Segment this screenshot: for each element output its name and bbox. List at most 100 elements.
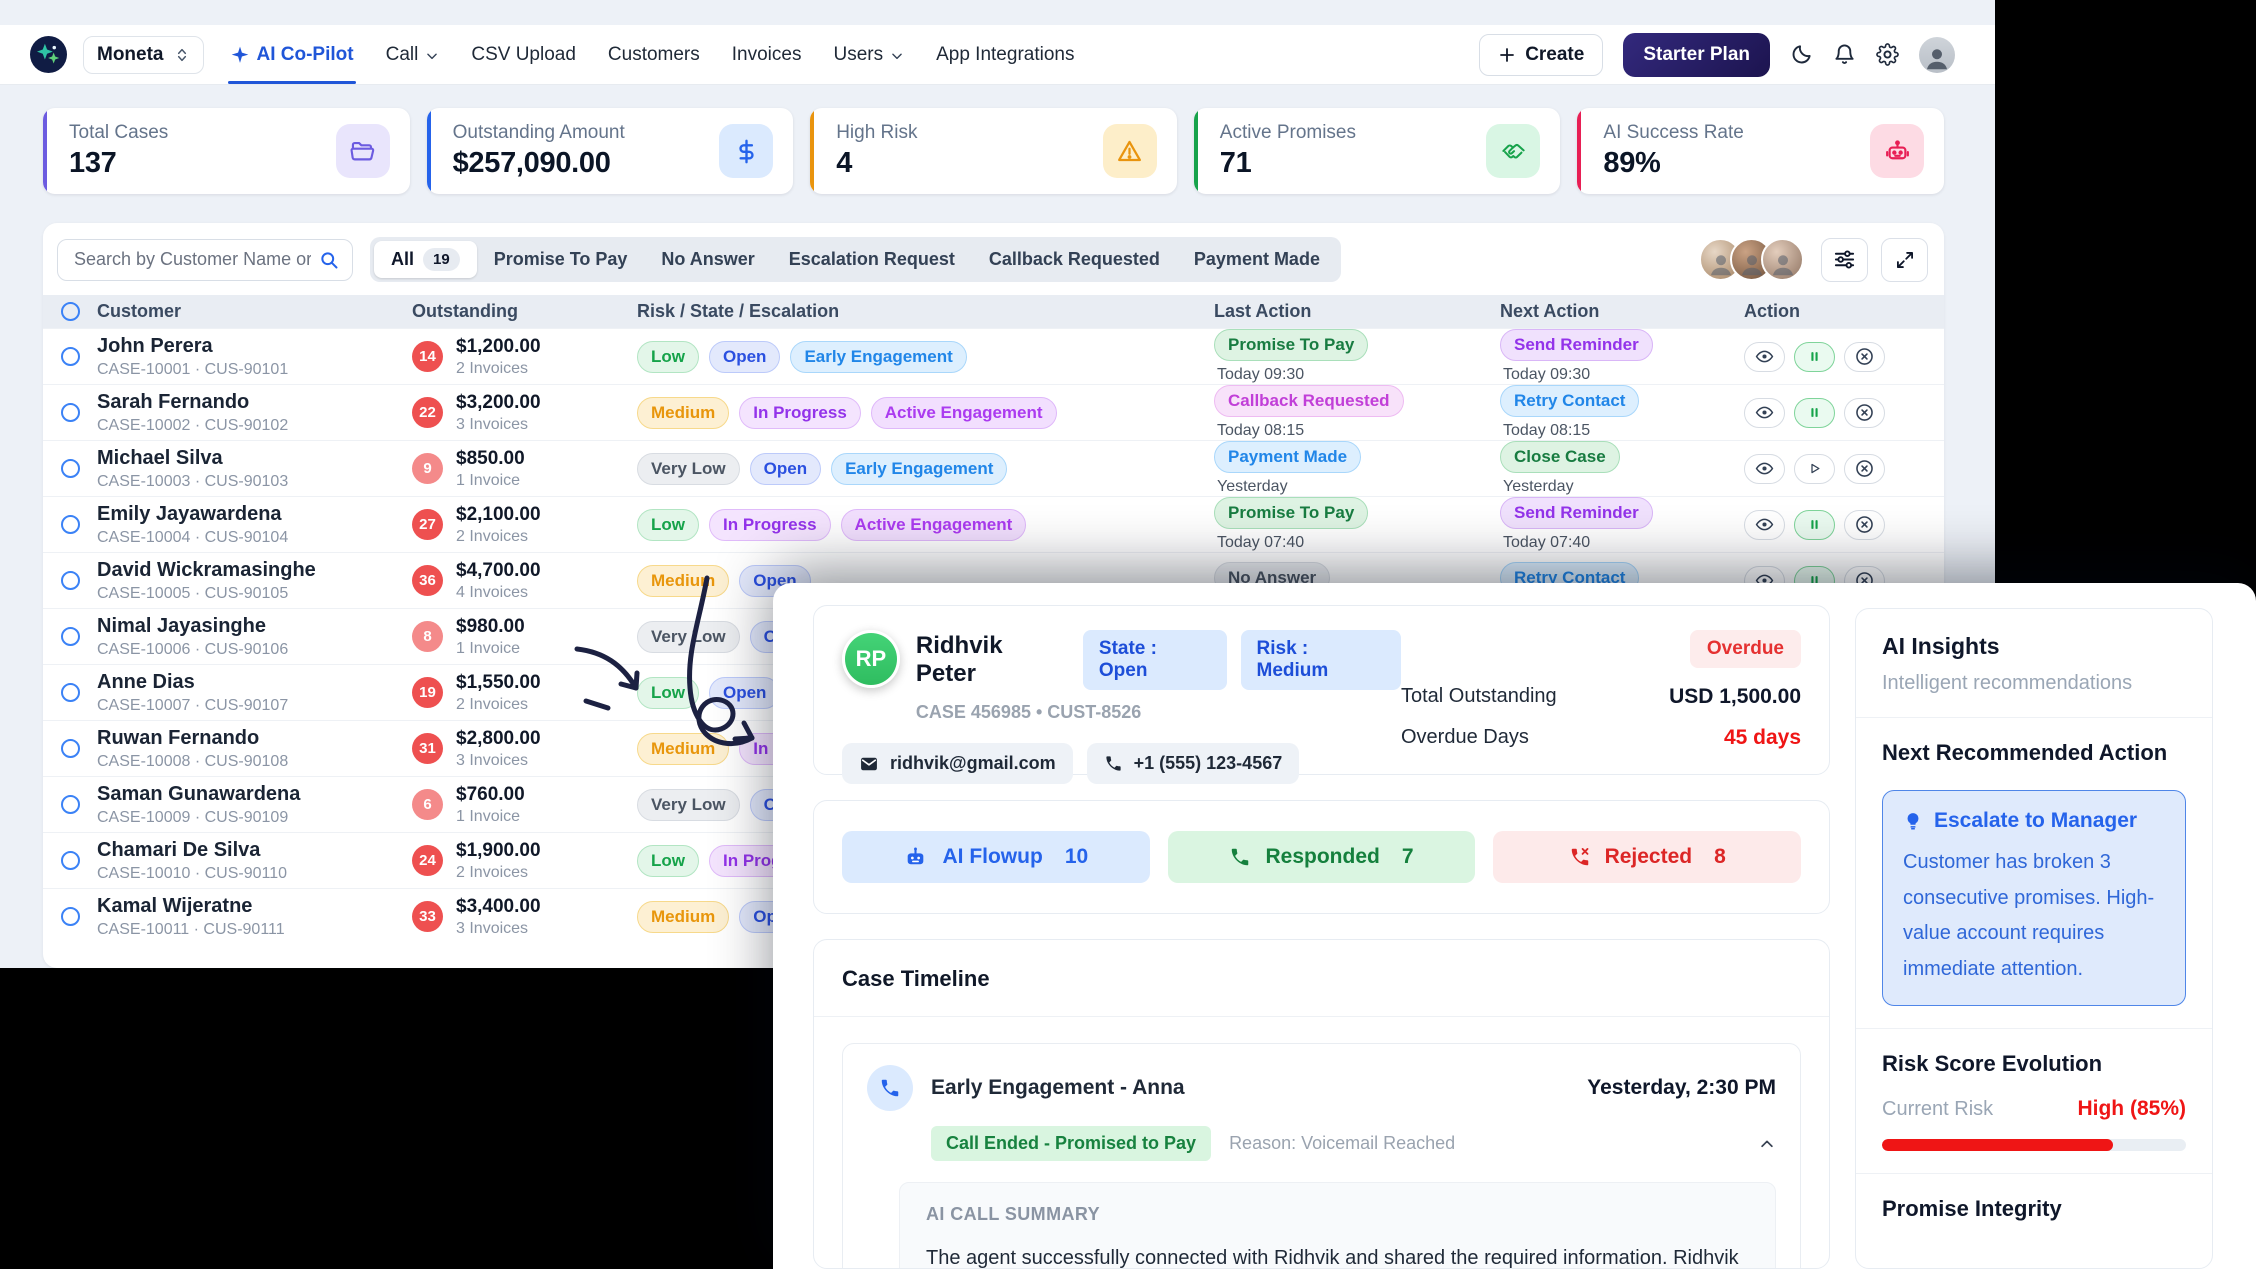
- row-select-checkbox[interactable]: [60, 739, 80, 758]
- filter-tab-escalation-request[interactable]: Escalation Request: [788, 249, 955, 269]
- column-header-customer: Customer: [97, 301, 182, 321]
- cancel-case-button[interactable]: [1844, 341, 1885, 372]
- agent-avatar[interactable]: [1761, 238, 1804, 281]
- stat-value: 89%: [1603, 147, 1661, 179]
- table-row[interactable]: Michael Silva CASE-10003 · CUS-90103 9 $850…: [43, 440, 1944, 496]
- badge-send-reminder: Send Reminder: [1500, 329, 1653, 361]
- filter-tab-payment-made[interactable]: Payment Made: [1193, 249, 1320, 269]
- eye-case-button[interactable]: [1744, 341, 1785, 372]
- badge-retry-contact: Retry Contact: [1500, 385, 1640, 417]
- stat-value: $257,090.00: [452, 147, 611, 179]
- nav-item-app-integrations[interactable]: App Integrations: [936, 43, 1075, 65]
- nav-item-call[interactable]: Call: [386, 25, 440, 84]
- table-row[interactable]: Sarah Fernando CASE-10002 · CUS-90102 22 $3…: [43, 384, 1944, 440]
- timeline-item: Early Engagement - Anna Yesterday, 2:30 …: [842, 1043, 1801, 1268]
- invoice-count: 3 Invoices: [456, 415, 529, 433]
- plan-badge-button[interactable]: Starter Plan: [1623, 32, 1770, 77]
- invoice-count: 2 Invoices: [456, 863, 529, 881]
- table-row[interactable]: John Perera CASE-10001 · CUS-90101 14 $1,20…: [43, 328, 1944, 384]
- filter-settings-button[interactable]: [1821, 237, 1868, 282]
- row-select-checkbox[interactable]: [60, 347, 80, 366]
- user-avatar[interactable]: [1919, 36, 1955, 73]
- row-select-checkbox[interactable]: [60, 571, 80, 590]
- mail-icon: [859, 754, 879, 774]
- badge-active-engagement: Active Engagement: [840, 508, 1027, 541]
- case-header-card: RP Ridhvik Peter State : Open Risk : Med…: [813, 605, 1830, 784]
- expand-button[interactable]: [1881, 237, 1928, 282]
- stat-label: AI Success Rate: [1603, 122, 1744, 143]
- person-icon: [1922, 43, 1952, 73]
- robot-icon: [1870, 124, 1924, 178]
- create-button[interactable]: Create: [1479, 33, 1604, 76]
- row-select-checkbox[interactable]: [60, 627, 80, 646]
- toolbar-right: [1699, 237, 1928, 282]
- case-id: CASE-10001 · CUS-90101: [97, 360, 289, 378]
- modal-stat-rejected[interactable]: Rejected 8: [1493, 831, 1802, 883]
- nav-item-csv-upload[interactable]: CSV Upload: [471, 43, 576, 65]
- promise-section-title: Promise Integrity: [1882, 1196, 2062, 1222]
- collapse-chevron-icon[interactable]: [1758, 1135, 1776, 1153]
- customer-name: Kamal Wijeratne: [97, 894, 253, 917]
- search-input[interactable]: [74, 249, 311, 270]
- badge-early-engagement: Early Engagement: [831, 452, 1008, 485]
- handshake-icon: [1486, 124, 1541, 178]
- eye-case-button[interactable]: [1744, 509, 1785, 540]
- table-row[interactable]: Emily Jayawardena CASE-10004 · CUS-90104 2…: [43, 496, 1944, 552]
- play-case-button[interactable]: [1794, 453, 1835, 484]
- navbar-actions: Create Starter Plan: [1479, 32, 1955, 77]
- recommendation-card[interactable]: Escalate to Manager Customer has broken …: [1882, 790, 2186, 1007]
- nav-item-invoices[interactable]: Invoices: [731, 43, 802, 65]
- outstanding-amount: $2,800.00: [456, 727, 541, 749]
- row-select-checkbox[interactable]: [60, 907, 80, 926]
- nav-item-ai-co-pilot[interactable]: AI Co-Pilot: [227, 25, 356, 84]
- eye-case-button[interactable]: [1744, 453, 1785, 484]
- cancel-case-button[interactable]: [1844, 397, 1885, 428]
- badge-promise-to-pay: Promise To Pay: [1214, 329, 1369, 361]
- nav-item-users[interactable]: Users: [833, 25, 904, 84]
- cancel-case-button[interactable]: [1844, 509, 1885, 540]
- select-all-checkbox[interactable]: [60, 302, 80, 321]
- pause-case-button[interactable]: [1794, 341, 1835, 372]
- search-box[interactable]: [57, 238, 353, 281]
- settings-button[interactable]: [1876, 43, 1899, 66]
- case-id: CASE-10009 · CUS-90109: [97, 808, 289, 826]
- badge-in-progress: In Progress: [739, 396, 861, 429]
- case-header-left: RP Ridhvik Peter State : Open Risk : Med…: [842, 630, 1401, 784]
- nav-item-customers[interactable]: Customers: [607, 43, 700, 65]
- phone-icon: [1104, 754, 1123, 773]
- filter-tab-promise-to-pay[interactable]: Promise To Pay: [493, 249, 628, 269]
- dark-mode-toggle[interactable]: [1790, 43, 1813, 66]
- modal-stat-ai-flowup[interactable]: AI Flowup 10: [842, 831, 1150, 883]
- customer-name: Emily Jayawardena: [97, 502, 282, 525]
- phone_missed-icon: [1569, 846, 1591, 868]
- outstanding-amount: $760.00: [456, 783, 525, 805]
- filter-tab-all[interactable]: All 19: [374, 241, 477, 278]
- warning-icon: [1102, 124, 1157, 178]
- pause-case-button[interactable]: [1794, 509, 1835, 540]
- phone-chip[interactable]: +1 (555) 123-4567: [1086, 743, 1300, 784]
- badge-open: Open: [749, 452, 822, 485]
- stat-value: 71: [1219, 147, 1252, 179]
- row-select-checkbox[interactable]: [60, 851, 80, 870]
- row-select-checkbox[interactable]: [60, 403, 80, 422]
- row-select-checkbox[interactable]: [60, 515, 80, 534]
- pause-case-button[interactable]: [1794, 397, 1835, 428]
- row-select-checkbox[interactable]: [60, 459, 80, 478]
- modal-stat-responded[interactable]: Responded 7: [1167, 831, 1476, 883]
- email-chip[interactable]: ridhvik@gmail.com: [842, 743, 1073, 784]
- case-id: CASE-10006 · CUS-90106: [97, 640, 289, 658]
- notifications-button[interactable]: [1833, 43, 1856, 66]
- state-badge: State : Open: [1082, 630, 1227, 690]
- filter-tab-callback-requested[interactable]: Callback Requested: [988, 249, 1160, 269]
- row-select-checkbox[interactable]: [60, 795, 80, 814]
- workspace-selector[interactable]: Moneta: [83, 35, 204, 74]
- badge-medium: Medium: [637, 900, 730, 933]
- row-select-checkbox[interactable]: [60, 683, 80, 702]
- invoice-count: 4 Invoices: [456, 583, 529, 601]
- eye-case-button[interactable]: [1744, 397, 1785, 428]
- cancel-case-button[interactable]: [1844, 453, 1885, 484]
- badge-very-low: Very Low: [637, 452, 740, 485]
- invoice-count: 2 Invoices: [456, 527, 529, 545]
- filter-tab-no-answer[interactable]: No Answer: [661, 249, 755, 269]
